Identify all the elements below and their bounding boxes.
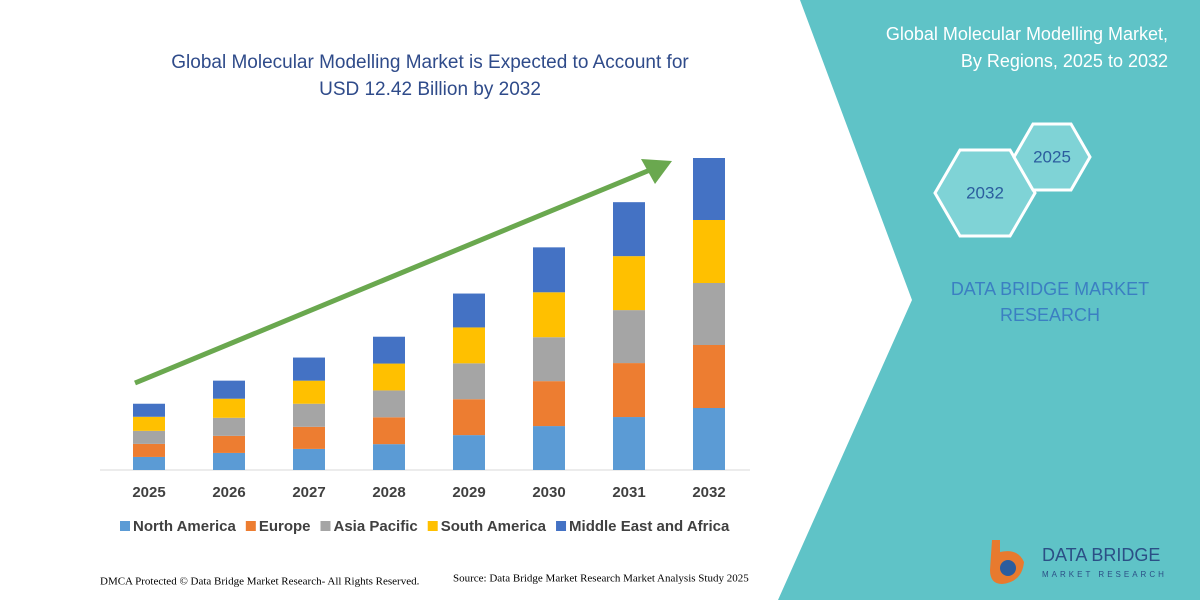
hexagon bbox=[933, 148, 1037, 238]
logo-tagline: MARKET RESEARCH bbox=[1042, 570, 1167, 579]
bar-segment bbox=[213, 452, 245, 470]
hexagon-label: 2032 bbox=[966, 183, 1004, 202]
bar-segment bbox=[293, 403, 325, 427]
bar-segment bbox=[533, 426, 565, 470]
bar-segment bbox=[133, 416, 165, 431]
footer-source: Source: Data Bridge Market Research Mark… bbox=[453, 573, 749, 585]
footer-rights: DMCA Protected © Data Bridge Market Rese… bbox=[100, 576, 420, 588]
x-tick-label: 2031 bbox=[612, 484, 645, 501]
side-panel bbox=[778, 0, 1200, 600]
bar-segment bbox=[453, 399, 485, 436]
bar-segment bbox=[533, 337, 565, 382]
bar-segment bbox=[693, 219, 725, 284]
x-tick-label: 2029 bbox=[452, 484, 485, 501]
bar-segment bbox=[213, 435, 245, 453]
bar-segment bbox=[133, 403, 165, 417]
brand-text: DATA BRIDGE MARKET bbox=[951, 279, 1149, 299]
bar-segment bbox=[293, 426, 325, 449]
legend-label: North America bbox=[133, 518, 236, 535]
bar-segment bbox=[373, 417, 405, 445]
x-tick-label: 2027 bbox=[292, 484, 325, 501]
bar-segment bbox=[613, 256, 645, 311]
bar-segment bbox=[693, 283, 725, 345]
bar-segment bbox=[453, 363, 485, 400]
legend-swatch bbox=[120, 521, 130, 531]
bar-segment bbox=[373, 363, 405, 391]
bar-segment bbox=[293, 380, 325, 404]
panel-title: Global Molecular Modelling Market, bbox=[886, 24, 1168, 44]
bar-segment bbox=[613, 202, 645, 257]
bar-segment bbox=[213, 380, 245, 399]
x-tick-label: 2032 bbox=[692, 484, 725, 501]
bar-segment bbox=[133, 430, 165, 444]
bar-segment bbox=[693, 158, 725, 220]
x-tick-label: 2025 bbox=[132, 484, 165, 501]
bar-segment bbox=[533, 292, 565, 338]
logo-name: DATA BRIDGE bbox=[1042, 545, 1160, 565]
legend-swatch bbox=[320, 521, 331, 531]
bar-segment bbox=[613, 363, 645, 418]
bar-segment bbox=[533, 247, 565, 293]
x-tick-label: 2026 bbox=[212, 484, 245, 501]
legend-swatch bbox=[245, 521, 256, 531]
chart-title: Global Molecular Modelling Market is Exp… bbox=[171, 52, 689, 73]
bar-segment bbox=[213, 398, 245, 418]
chart-title: USD 12.42 Billion by 2032 bbox=[319, 79, 541, 100]
x-tick-label: 2030 bbox=[532, 484, 565, 501]
brand-text: RESEARCH bbox=[1000, 305, 1100, 325]
bar-segment bbox=[213, 417, 245, 436]
trend-arrow bbox=[134, 167, 651, 386]
bar-segment bbox=[133, 443, 165, 457]
hexagon bbox=[1012, 122, 1092, 192]
legend-label: South America bbox=[441, 518, 547, 535]
bar-segment bbox=[373, 336, 405, 364]
bar-segment bbox=[373, 390, 405, 418]
panel-title: By Regions, 2025 to 2032 bbox=[961, 51, 1168, 71]
legend-swatch bbox=[556, 521, 567, 531]
x-tick-label: 2028 bbox=[372, 484, 405, 501]
bar-segment bbox=[453, 435, 485, 470]
legend-swatch bbox=[427, 521, 438, 531]
bar-segment bbox=[693, 408, 725, 470]
bar-segment bbox=[453, 293, 485, 328]
legend-label: Europe bbox=[259, 518, 311, 535]
legend-label: Asia Pacific bbox=[334, 518, 418, 535]
bar-segment bbox=[293, 357, 325, 381]
bar-segment bbox=[693, 344, 725, 409]
bar-segment bbox=[373, 444, 405, 470]
bar-segment bbox=[613, 417, 645, 470]
bar-segment bbox=[133, 456, 165, 470]
legend-label: Middle East and Africa bbox=[569, 518, 730, 535]
bar-segment bbox=[533, 381, 565, 427]
bar-segment bbox=[453, 327, 485, 364]
bar-segment bbox=[613, 310, 645, 364]
logo-mark bbox=[1000, 560, 1016, 576]
bar-segment bbox=[293, 448, 325, 470]
trend-arrowhead bbox=[641, 159, 672, 184]
hexagon-label: 2025 bbox=[1033, 147, 1071, 166]
